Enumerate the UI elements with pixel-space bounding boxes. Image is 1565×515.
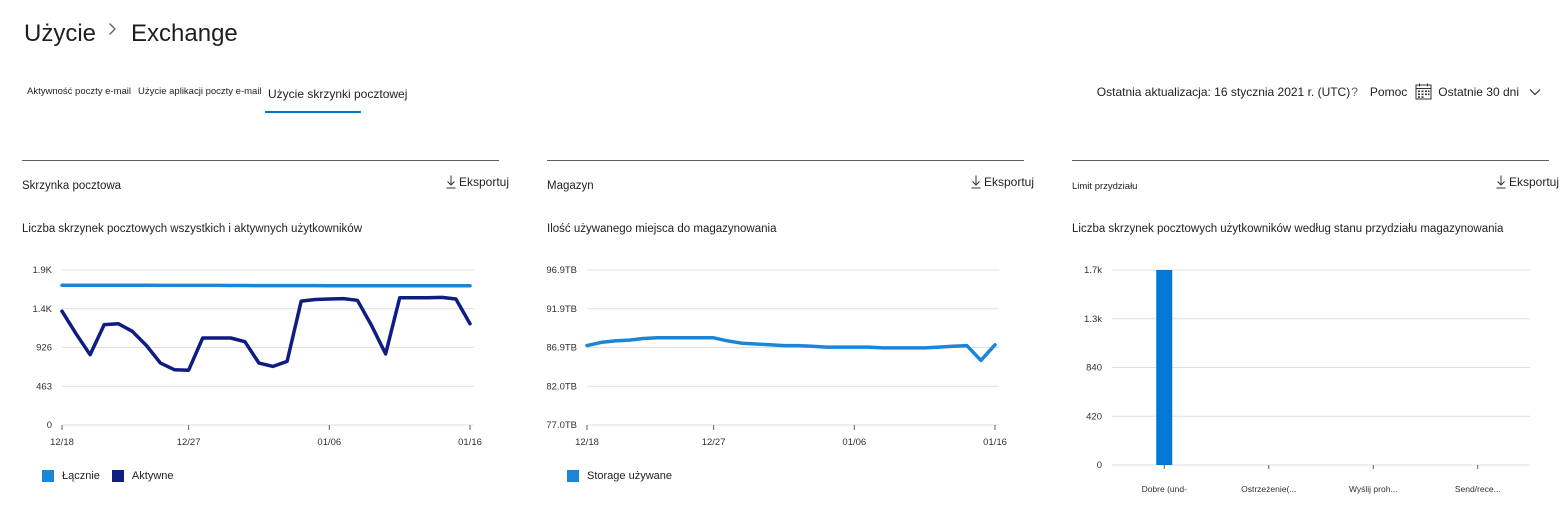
y-tick-label: 1.7k xyxy=(1084,265,1102,276)
card-title: Limit przydziału xyxy=(1072,181,1138,192)
y-tick-label: 0 xyxy=(47,420,52,431)
chart-title: Ilość używanego miejsca do magazynowania xyxy=(547,223,777,235)
card-title: Magazyn xyxy=(547,180,594,192)
y-tick-label: 840 xyxy=(1086,363,1102,374)
category-label: Dobre (und- xyxy=(1142,484,1188,494)
y-tick-label: 463 xyxy=(36,381,52,392)
export-label: Eksportuj xyxy=(459,175,510,189)
y-tick-label: 1.4K xyxy=(32,304,52,315)
y-tick-label: 91.9TB xyxy=(547,304,577,315)
breadcrumb: Użycie Exchange xyxy=(24,20,238,48)
chart-legend: Storage używane xyxy=(567,470,684,482)
mailbox-card: Skrzynka pocztowa Eksportuj Liczba skrzy… xyxy=(22,160,514,510)
chevron-right-icon xyxy=(108,22,117,41)
y-tick-label: 86.9TB xyxy=(547,343,577,354)
y-tick-label: 96.9TB xyxy=(547,265,577,276)
chevron-down-icon[interactable] xyxy=(1529,88,1541,96)
legend-item-storage[interactable]: Storage używane xyxy=(567,470,672,482)
storage-card: Magazyn Eksportuj Ilość używanego miejsc… xyxy=(547,160,1039,510)
last-updated-text: Ostatnia aktualizacja: 16 stycznia 2021 … xyxy=(1096,84,1351,99)
export-label: Eksportuj xyxy=(1509,175,1560,189)
help-icon[interactable]: ? xyxy=(1351,84,1358,99)
y-tick-label: 82.0TB xyxy=(547,381,577,392)
quota-card: Limit przydziału Eksportuj Liczba skrzyn… xyxy=(1072,160,1562,510)
y-tick-label: 1.3k xyxy=(1084,314,1102,325)
category-label: Send/rece... xyxy=(1455,484,1501,494)
x-tick-label: 01/06 xyxy=(842,437,866,448)
download-icon xyxy=(446,175,456,189)
x-tick-label: 01/16 xyxy=(458,437,482,448)
breadcrumb-parent[interactable]: Użycie xyxy=(24,20,97,47)
series-line xyxy=(585,336,997,363)
help-link[interactable]: Pomoc xyxy=(1369,84,1408,99)
x-tick-label: 12/27 xyxy=(177,437,201,448)
y-tick-label: 926 xyxy=(36,343,52,354)
card-divider xyxy=(547,160,1024,161)
x-tick-label: 01/06 xyxy=(317,437,341,448)
legend-label: Łącznie xyxy=(62,470,100,482)
y-tick-label: 1.9K xyxy=(32,265,52,276)
series-line xyxy=(60,283,472,288)
category-label: Ostrzeżenie(... xyxy=(1241,484,1296,494)
chart-legend: Łącznie Aktywne xyxy=(42,470,186,482)
series-line xyxy=(60,295,472,372)
x-tick-label: 12/18 xyxy=(50,437,74,448)
calendar-icon[interactable] xyxy=(1415,83,1432,100)
export-button[interactable]: Eksportuj xyxy=(971,175,1034,189)
download-icon xyxy=(971,175,981,189)
quota-bar-chart: 0 420 840 1.3k 1.7k Dobre (und- Ostrzeżenie(..… xyxy=(1084,265,1530,494)
legend-label: Storage używane xyxy=(587,470,672,482)
export-button[interactable]: Eksportuj xyxy=(1496,175,1559,189)
x-tick-label: 12/18 xyxy=(575,437,599,448)
y-tick-label: 77.0TB xyxy=(547,420,577,431)
quota-bar xyxy=(1156,270,1173,465)
legend-swatch xyxy=(111,470,124,482)
chart-title: Liczba skrzynek pocztowych użytkowników … xyxy=(1072,223,1504,235)
export-button[interactable]: Eksportuj xyxy=(446,175,509,189)
legend-label: Aktywne xyxy=(131,470,174,482)
tab-email-app-usage[interactable]: Użycie aplikacji poczty e-mail xyxy=(138,86,262,97)
card-title: Skrzynka pocztowa xyxy=(22,180,122,192)
x-tick-label: 01/16 xyxy=(983,437,1007,448)
x-tick-label: 12/27 xyxy=(702,437,726,448)
category-label: Wyślij proh... xyxy=(1349,484,1398,494)
active-tab-indicator xyxy=(265,111,361,113)
tab-email-activity[interactable]: Aktywność poczty e-mail xyxy=(27,86,132,97)
card-divider xyxy=(1072,160,1549,161)
y-tick-label: 0 xyxy=(1097,460,1102,471)
legend-item-total[interactable]: Łącznie xyxy=(42,470,100,482)
mailbox-line-chart: 0 463 926 1.4K 1.9K 12/18 12/27 01/06 01/16 xyxy=(32,265,482,448)
y-tick-label: 420 xyxy=(1086,411,1102,422)
export-label: Eksportuj xyxy=(984,175,1035,189)
chart-title: Liczba skrzynek pocztowych wszystkich i … xyxy=(22,223,363,235)
tab-mailbox-usage[interactable]: Użycie skrzynki pocztowej xyxy=(268,87,408,101)
report-toolbar: Ostatnia aktualizacja: 16 stycznia 2021 … xyxy=(1097,83,1541,100)
card-divider xyxy=(22,160,499,161)
legend-swatch xyxy=(567,470,579,482)
period-selector[interactable]: Ostatnie 30 dni xyxy=(1438,84,1519,99)
storage-line-chart: 77.0TB 82.0TB 86.9TB 91.9TB 96.9TB 12/18 12/27… xyxy=(547,265,1007,448)
page-title: Exchange xyxy=(131,20,238,47)
download-icon xyxy=(1496,175,1506,189)
legend-swatch xyxy=(42,470,54,482)
legend-item-active[interactable]: Aktywne xyxy=(111,470,174,482)
